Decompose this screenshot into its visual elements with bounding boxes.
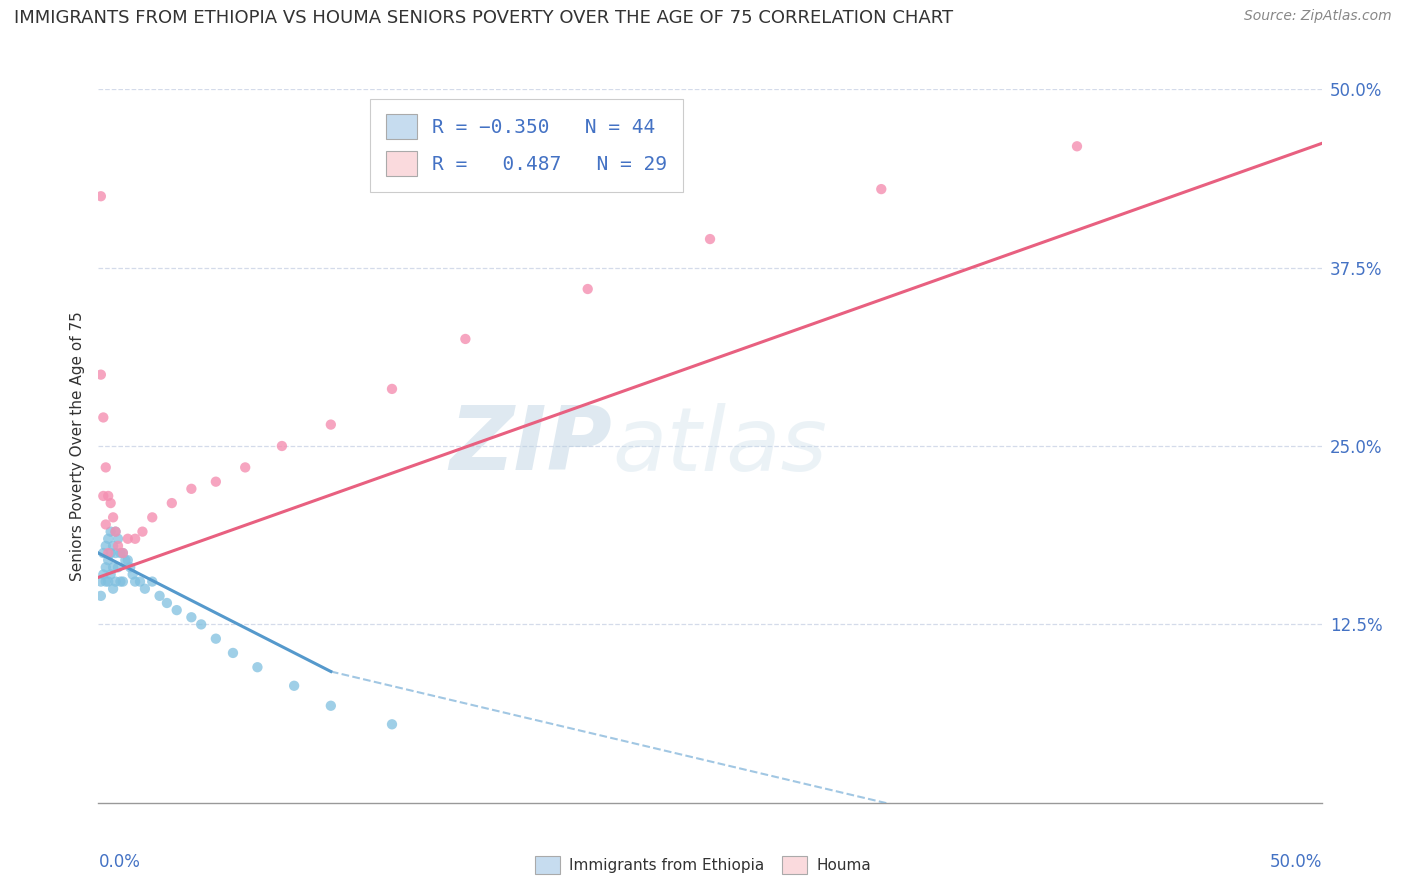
Point [131, 524, 153, 539]
Point [90, 574, 112, 589]
Point [110, 574, 132, 589]
Point [94, 560, 117, 574]
Point [91, 410, 114, 425]
Point [124, 532, 146, 546]
Point [283, 679, 305, 693]
Point [101, 582, 124, 596]
Point [319, 417, 342, 432]
Point [114, 553, 136, 567]
Point [141, 574, 163, 589]
Point [233, 460, 256, 475]
Point [246, 660, 269, 674]
Point [101, 560, 124, 574]
Point [97, 546, 120, 560]
Point [870, 182, 893, 196]
Point [149, 589, 172, 603]
Point [1066, 139, 1088, 153]
Text: Source: ZipAtlas.com: Source: ZipAtlas.com [1244, 9, 1392, 23]
Point [90, 589, 112, 603]
Point [101, 539, 124, 553]
Text: atlas: atlas [612, 403, 827, 489]
Point [141, 510, 163, 524]
Point [319, 698, 342, 713]
Point [107, 539, 129, 553]
Point [124, 574, 146, 589]
Point [190, 617, 212, 632]
Point [576, 282, 599, 296]
Point [104, 524, 127, 539]
Point [94, 517, 117, 532]
Point [90, 368, 112, 382]
Legend: R = −0.350   N = 44, R =   0.487   N = 29: R = −0.350 N = 44, R = 0.487 N = 29 [370, 99, 683, 192]
Point [117, 532, 139, 546]
Point [94, 574, 117, 589]
Point [381, 382, 404, 396]
Text: IMMIGRANTS FROM ETHIOPIA VS HOUMA SENIORS POVERTY OVER THE AGE OF 75 CORRELATION: IMMIGRANTS FROM ETHIOPIA VS HOUMA SENIOR… [14, 9, 953, 27]
Point [107, 560, 129, 574]
Point [100, 546, 122, 560]
Point [270, 439, 294, 453]
Text: 0.0%: 0.0% [98, 853, 141, 871]
Point [97, 489, 120, 503]
Point [97, 532, 120, 546]
Point [117, 553, 139, 567]
Point [180, 482, 202, 496]
Point [97, 574, 120, 589]
Point [134, 582, 156, 596]
Point [699, 232, 721, 246]
Text: 50.0%: 50.0% [1270, 853, 1322, 871]
Point [104, 546, 127, 560]
Point [120, 560, 142, 574]
Point [166, 603, 188, 617]
Point [222, 646, 245, 660]
Point [381, 717, 404, 731]
Point [97, 553, 120, 567]
Point [91, 546, 114, 560]
Point [111, 546, 134, 560]
Point [156, 596, 179, 610]
Point [205, 632, 228, 646]
Point [160, 496, 183, 510]
Point [100, 524, 122, 539]
Point [94, 460, 117, 475]
Point [454, 332, 477, 346]
Point [180, 610, 202, 624]
Text: ZIP: ZIP [450, 402, 612, 490]
Point [111, 546, 134, 560]
Legend: Immigrants from Ethiopia, Houma: Immigrants from Ethiopia, Houma [529, 850, 877, 880]
Point [104, 574, 127, 589]
Point [111, 574, 134, 589]
Point [110, 546, 132, 560]
Point [100, 567, 122, 582]
Point [129, 574, 152, 589]
Point [107, 532, 129, 546]
Point [90, 189, 112, 203]
Point [205, 475, 228, 489]
Y-axis label: Seniors Poverty Over the Age of 75: Seniors Poverty Over the Age of 75 [69, 311, 84, 581]
Point [121, 567, 143, 582]
Point [104, 524, 127, 539]
Point [91, 567, 114, 582]
Point [91, 489, 114, 503]
Point [101, 510, 124, 524]
Point [100, 496, 122, 510]
Point [94, 539, 117, 553]
